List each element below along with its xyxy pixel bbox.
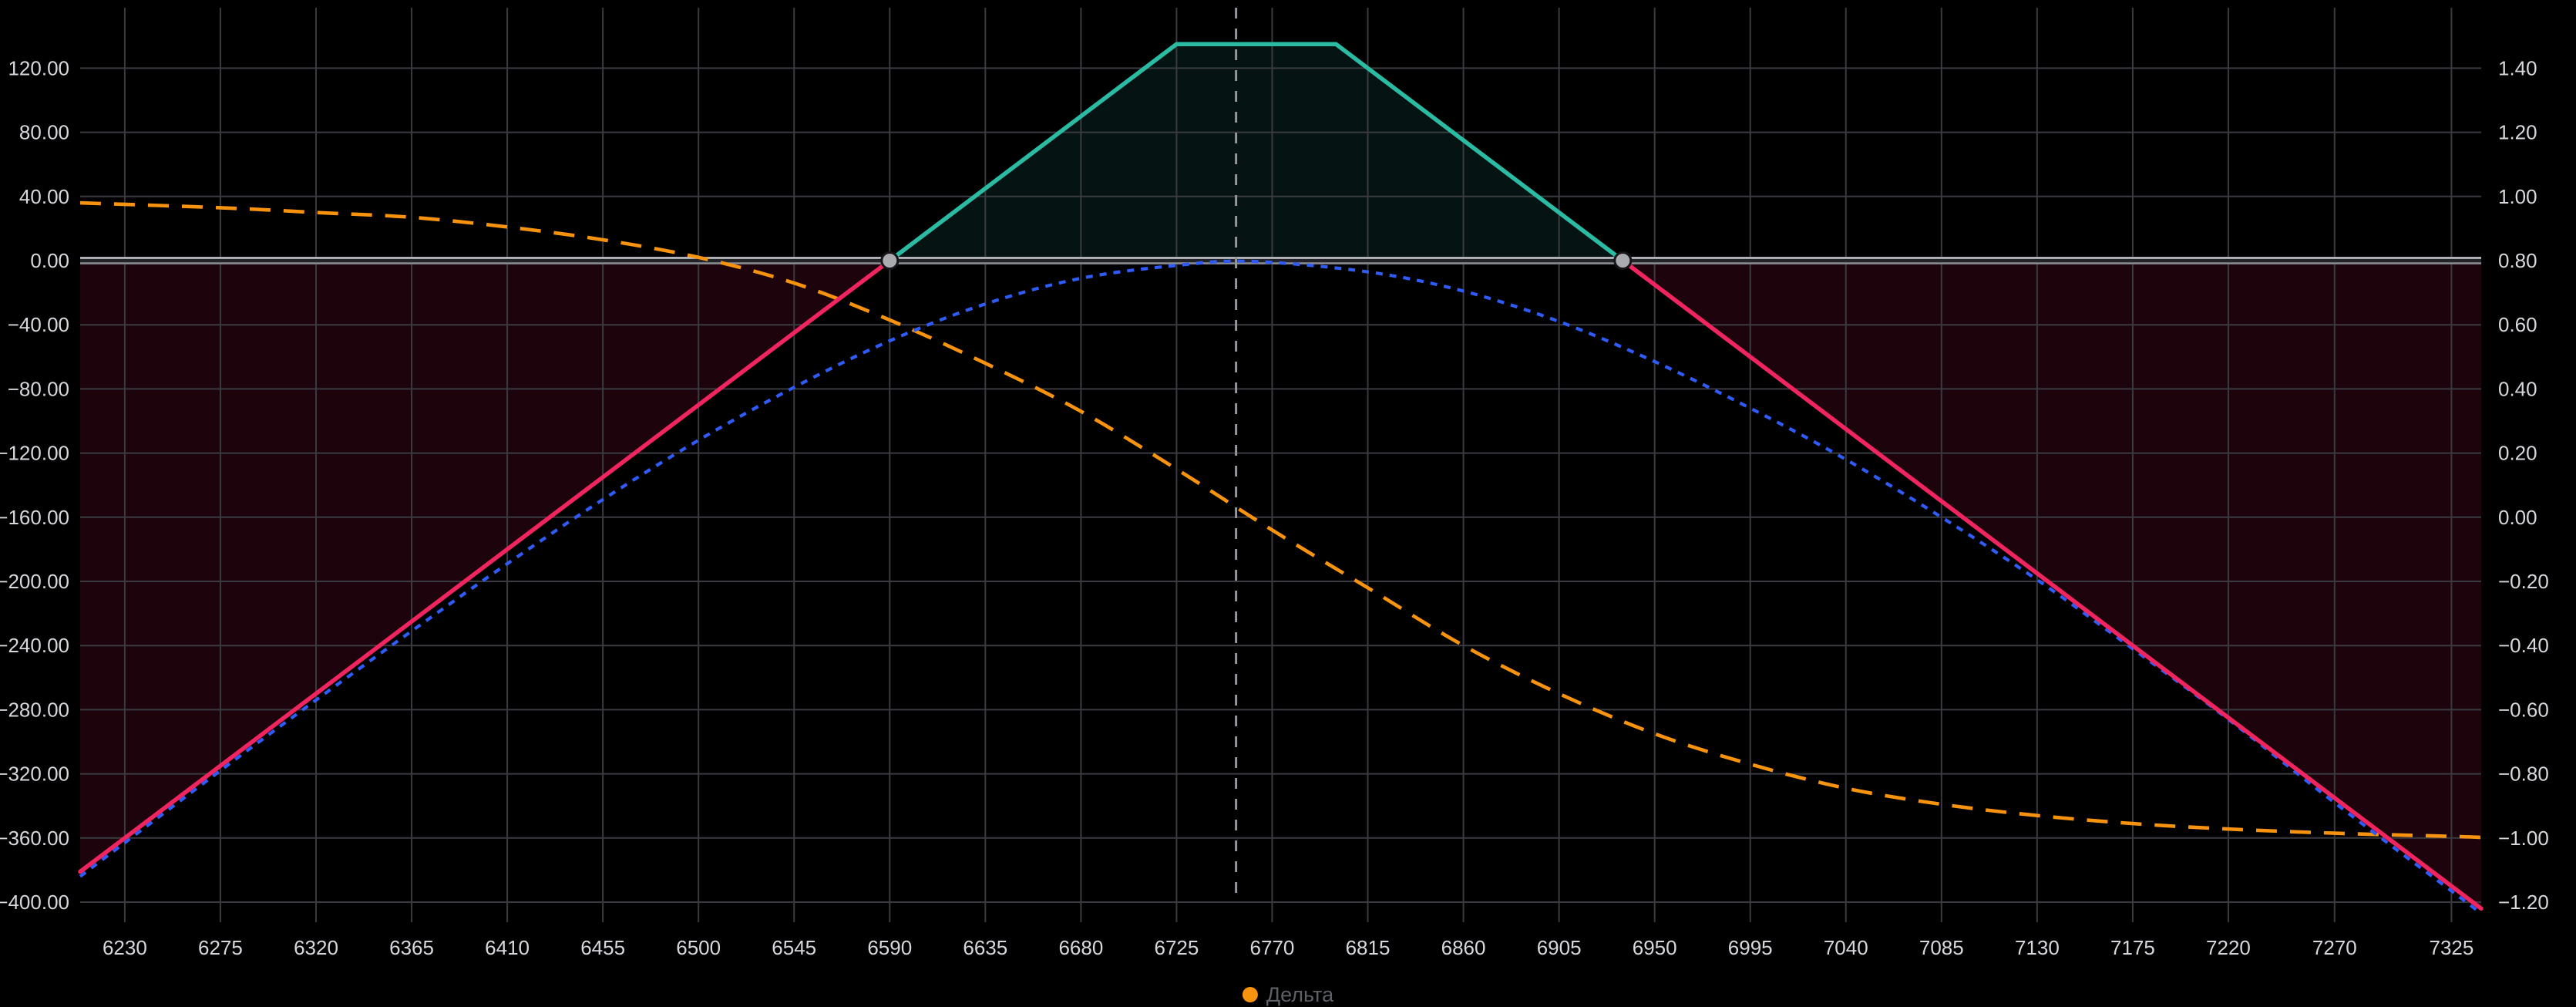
- payoff-line-profit: [887, 42, 1626, 263]
- left-axis-tick-label: −40.00: [8, 313, 69, 336]
- x-axis-tick-label: 6770: [1250, 936, 1295, 959]
- right-axis-tick-label: −1.00: [2498, 827, 2549, 850]
- x-axis-tick-label: 6995: [1728, 936, 1773, 959]
- delta-legend-dot-icon: [1242, 987, 1258, 1002]
- left-axis-tick-label: −200.00: [0, 570, 69, 593]
- x-axis-tick-label: 6950: [1633, 936, 1677, 959]
- x-axis-tick-label: 7085: [1919, 936, 1964, 959]
- left-axis-tick-label: 80.00: [19, 121, 69, 144]
- x-axis-tick-label: 6860: [1441, 936, 1486, 959]
- payoff-line-loss-right: [1620, 258, 2484, 911]
- x-axis-tick-label: 7130: [2015, 936, 2060, 959]
- right-axis-tick-label: −1.20: [2498, 891, 2549, 914]
- left-axis-tick-label: 120.00: [8, 56, 69, 79]
- right-axis-tick-label: −0.40: [2498, 634, 2549, 657]
- left-axis-tick-label: 40.00: [19, 185, 69, 208]
- left-axis-tick-label: −240.00: [0, 634, 69, 657]
- breakeven-marker[interactable]: [880, 251, 900, 270]
- delta-legend-label: Дельта: [1266, 983, 1334, 1006]
- x-axis-tick-label: 6635: [963, 936, 1007, 959]
- left-axis-tick-label: −80.00: [8, 377, 69, 400]
- x-axis-tick-label: 6500: [676, 936, 721, 959]
- x-axis-tick-label: 6320: [294, 936, 338, 959]
- right-axis-tick-label: −0.60: [2498, 698, 2549, 721]
- right-axis-tick-label: 0.80: [2498, 249, 2537, 272]
- x-axis-tick-label: 6725: [1155, 936, 1199, 959]
- x-axis-tick-label: 6590: [867, 936, 912, 959]
- right-axis-tick-label: 0.00: [2498, 506, 2537, 529]
- right-axis-tick-label: 1.40: [2498, 56, 2537, 79]
- t0-curve: [79, 259, 2483, 915]
- x-axis-tick-label: 7040: [1824, 936, 1868, 959]
- x-axis-tick-label: 6680: [1058, 936, 1103, 959]
- right-axis-tick-label: 0.60: [2498, 313, 2537, 336]
- payoff-line-loss-left: [78, 258, 893, 874]
- payoff-area-fill-profit: [889, 44, 1623, 261]
- right-axis-tick-label: 1.20: [2498, 121, 2537, 144]
- left-axis-tick-label: −160.00: [0, 506, 69, 529]
- x-axis-tick-label: 7175: [2110, 936, 2155, 959]
- right-axis-tick-label: 0.40: [2498, 377, 2537, 400]
- legend-item-delta[interactable]: Дельта: [1242, 983, 1334, 1006]
- right-axis-tick-label: 1.00: [2498, 185, 2537, 208]
- x-axis-tick-label: 6410: [485, 936, 530, 959]
- left-axis-tick-label: −360.00: [0, 827, 69, 850]
- right-axis-tick-label: 0.20: [2498, 442, 2537, 465]
- breakeven-marker[interactable]: [1613, 251, 1633, 270]
- x-axis-tick-label: 6815: [1346, 936, 1391, 959]
- x-axis-tick-label: 6365: [389, 936, 434, 959]
- left-axis-tick-label: −120.00: [0, 442, 69, 465]
- left-axis-tick-label: 0.00: [30, 249, 69, 272]
- legend: Дельта: [1242, 983, 1334, 1006]
- delta-curve: [79, 200, 2482, 840]
- x-axis-tick-label: 7270: [2312, 936, 2357, 959]
- x-axis-tick-label: 6545: [772, 936, 816, 959]
- left-axis-tick-label: −400.00: [0, 891, 69, 914]
- x-axis-tick-label: 7325: [2429, 936, 2473, 959]
- left-axis-tick-label: −320.00: [0, 763, 69, 786]
- zero-line-band: [80, 257, 2481, 264]
- right-axis-tick-label: −0.80: [2498, 763, 2549, 786]
- x-axis-tick-label: 6275: [198, 936, 243, 959]
- right-axis-tick-label: −0.20: [2498, 570, 2549, 593]
- x-axis-tick-label: 6455: [580, 936, 625, 959]
- x-axis-tick-label: 6230: [103, 936, 147, 959]
- left-axis-tick-label: −280.00: [0, 698, 69, 721]
- x-axis-tick-label: 7220: [2206, 936, 2251, 959]
- x-axis-tick-label: 6905: [1537, 936, 1582, 959]
